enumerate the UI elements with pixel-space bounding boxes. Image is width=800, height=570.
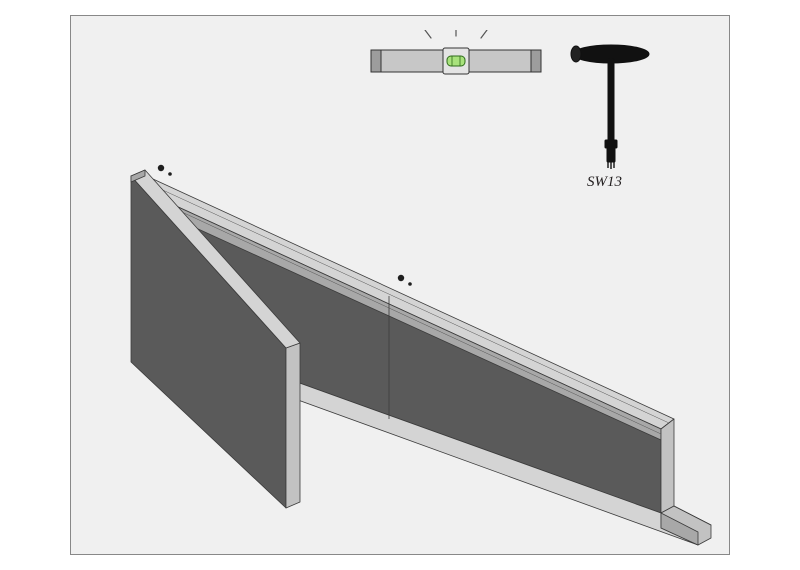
t-wrench-label: SW13 — [587, 174, 622, 191]
t-wrench-icon — [566, 40, 656, 180]
diagram-canvas: SW13 — [70, 15, 730, 555]
spirit-level-icon — [361, 30, 551, 100]
